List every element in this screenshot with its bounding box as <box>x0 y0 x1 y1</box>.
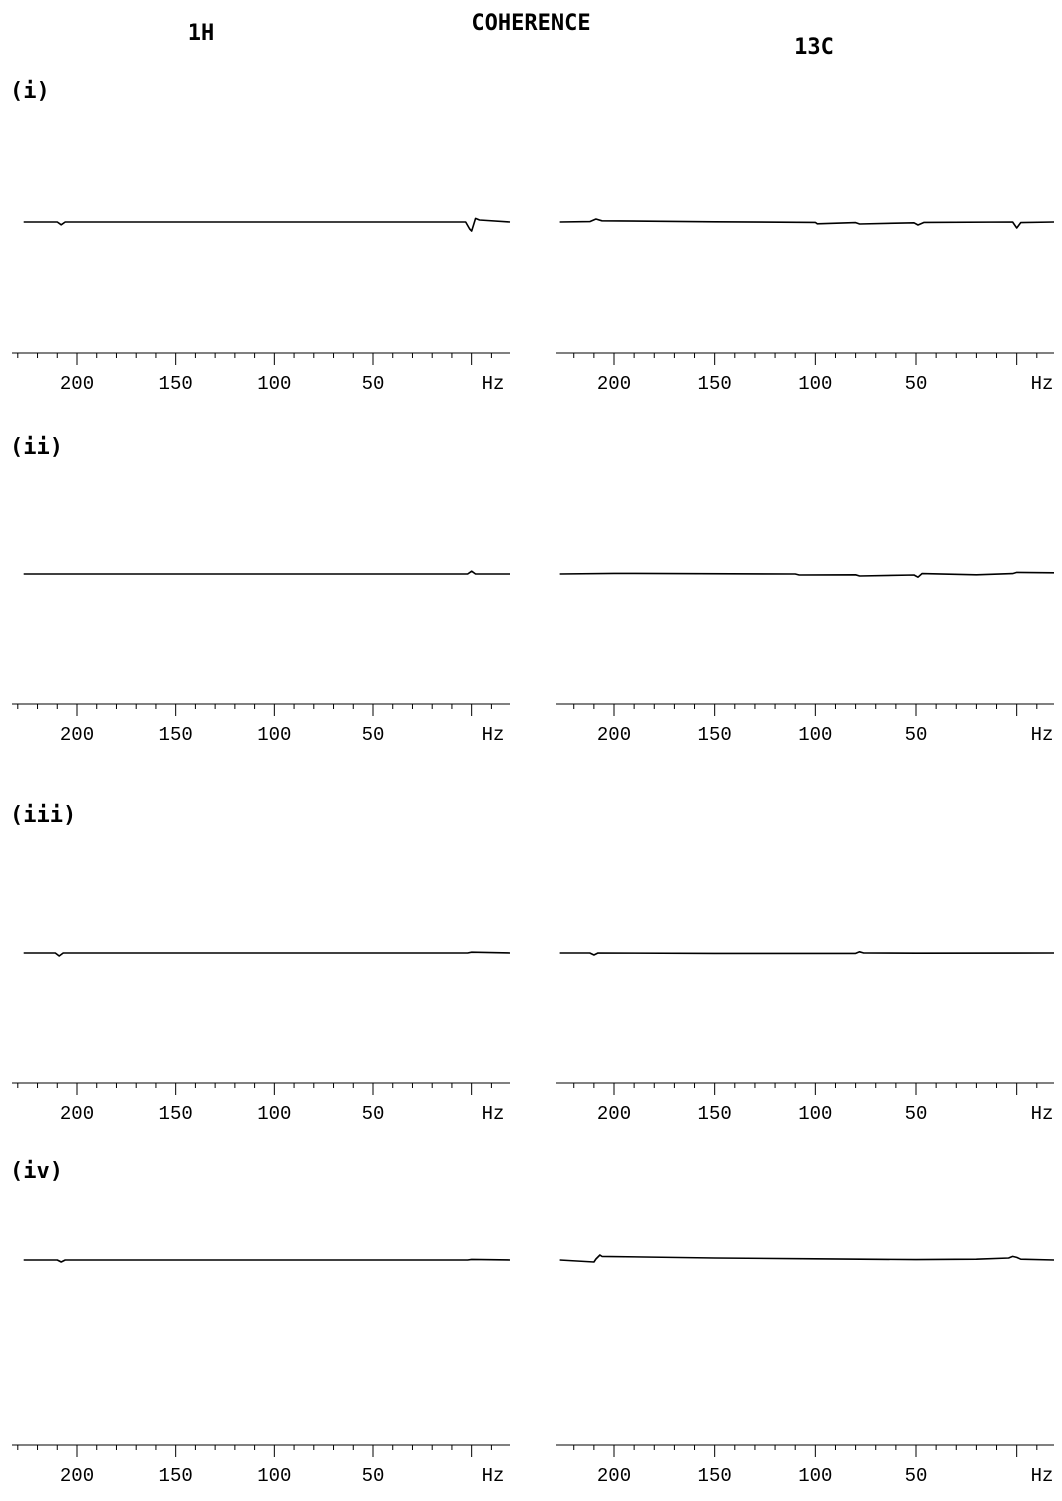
x-tick-label: 50 <box>905 724 928 746</box>
column-header-13c: 13C <box>794 35 834 60</box>
x-tick-label: 150 <box>698 373 732 395</box>
x-tick-label: 100 <box>257 1465 291 1487</box>
figure-title: COHERENCE <box>471 11 590 36</box>
x-tick-label: 200 <box>60 373 94 395</box>
spectra-panels: 200 150 100 50 Hz 200 150 100 50 Hz 200 150 100 50 Hz 2… <box>12 217 1055 1487</box>
spectrum-trace <box>559 951 1055 956</box>
spectrum-trace <box>23 217 511 232</box>
x-tick-label: 200 <box>60 1103 94 1125</box>
x-unit-label: Hz <box>1031 373 1054 395</box>
x-unit-label: Hz <box>482 1465 505 1487</box>
x-tick-label: 200 <box>60 724 94 746</box>
x-tick-label: 200 <box>597 1465 631 1487</box>
spectrum-trace <box>23 951 511 957</box>
x-tick-label: 100 <box>798 1103 832 1125</box>
row-label-ii: (ii) <box>10 435 63 460</box>
x-tick-label: 200 <box>597 1103 631 1125</box>
x-tick-label: 100 <box>798 373 832 395</box>
x-tick-label: 50 <box>362 1103 385 1125</box>
x-tick-label: 150 <box>698 1465 732 1487</box>
spectrum-trace <box>559 1254 1055 1263</box>
x-tick-label: 100 <box>798 724 832 746</box>
x-tick-label: 100 <box>257 373 291 395</box>
column-header-1h: 1H <box>188 21 215 46</box>
x-tick-label: 150 <box>159 1465 193 1487</box>
x-tick-label: 200 <box>597 373 631 395</box>
row-label-i: (i) <box>10 79 50 104</box>
x-tick-label: 50 <box>905 1465 928 1487</box>
x-tick-label: 200 <box>597 724 631 746</box>
x-tick-label: 150 <box>159 1103 193 1125</box>
x-tick-label: 100 <box>798 1465 832 1487</box>
spectrum-trace <box>23 1258 511 1263</box>
x-tick-label: 100 <box>257 724 291 746</box>
x-tick-label: 50 <box>362 373 385 395</box>
spectrum-trace <box>559 571 1055 578</box>
x-tick-label: 50 <box>362 1465 385 1487</box>
row-label-iii: (iii) <box>10 803 76 828</box>
x-tick-label: 150 <box>159 373 193 395</box>
x-unit-label: Hz <box>482 373 505 395</box>
x-tick-label: 50 <box>362 724 385 746</box>
x-unit-label: Hz <box>1031 724 1054 746</box>
x-tick-label: 50 <box>905 1103 928 1125</box>
x-unit-label: Hz <box>482 724 505 746</box>
x-tick-label: 50 <box>905 373 928 395</box>
row-label-iv: (iv) <box>10 1159 63 1184</box>
x-tick-label: 150 <box>698 724 732 746</box>
x-unit-label: Hz <box>1031 1103 1054 1125</box>
spectrum-trace <box>559 218 1055 229</box>
x-unit-label: Hz <box>1031 1465 1054 1487</box>
x-tick-label: 100 <box>257 1103 291 1125</box>
x-tick-label: 150 <box>698 1103 732 1125</box>
x-unit-label: Hz <box>482 1103 505 1125</box>
x-tick-label: 200 <box>60 1465 94 1487</box>
spectrum-trace <box>23 570 510 575</box>
x-tick-label: 150 <box>159 724 193 746</box>
